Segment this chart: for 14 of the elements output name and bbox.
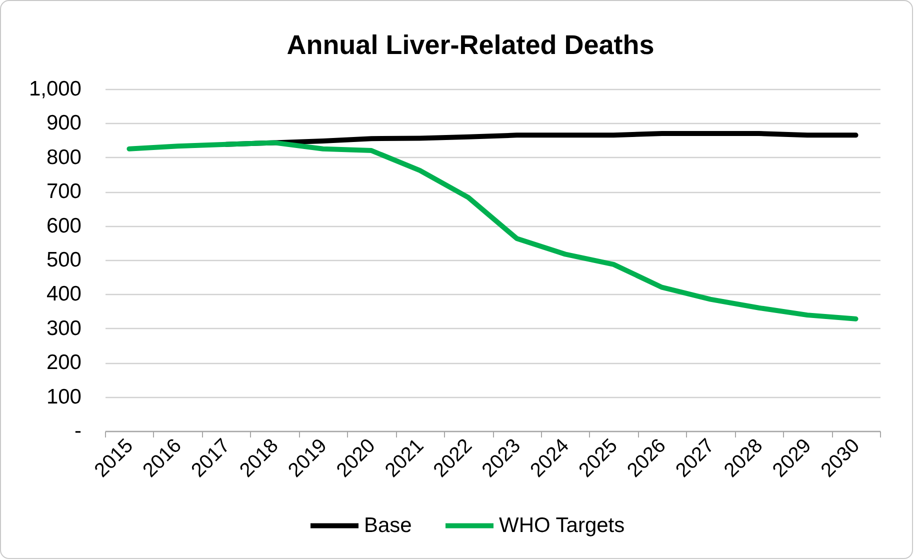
y-tick-label: 800 — [46, 146, 82, 169]
y-tick-label: 900 — [46, 112, 82, 135]
y-tick-label: 300 — [46, 316, 82, 340]
y-tick-label: 500 — [46, 248, 82, 272]
y-tick-label: 200 — [46, 351, 82, 374]
y-tick-label: - — [74, 420, 82, 442]
y-tick-label: 100 — [46, 385, 82, 408]
legend-label: Base — [364, 514, 412, 537]
chart-title: Annual Liver-Related Deaths — [286, 30, 654, 60]
y-tick-label: 700 — [46, 180, 82, 204]
y-tick-label: 400 — [46, 282, 82, 306]
legend-label: WHO Targets — [499, 514, 625, 537]
y-tick-label: 600 — [46, 214, 82, 238]
y-tick-label: 1,000 — [28, 78, 82, 100]
